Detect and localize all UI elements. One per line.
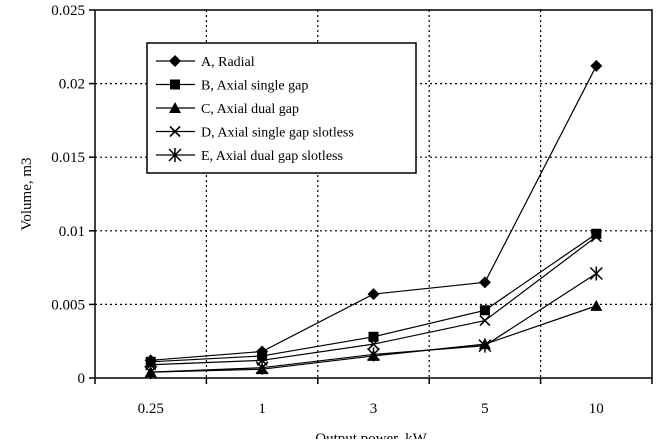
data-point-x <box>367 338 380 350</box>
data-point-asterisk <box>589 266 603 281</box>
x-tick-label: 5 <box>481 401 489 417</box>
data-point-square <box>479 305 490 316</box>
legend-marker-diamond <box>169 55 181 67</box>
data-point-asterisk <box>255 360 269 375</box>
legend-label: A, Radial <box>201 55 255 70</box>
y-tick-label: 0 <box>78 371 86 387</box>
legend-marker-x <box>169 125 181 138</box>
data-point-square <box>591 228 602 239</box>
data-point-x <box>590 231 602 243</box>
data-point-asterisk <box>366 347 381 362</box>
legend-marker-triangle <box>169 102 181 113</box>
data-point-diamond <box>367 288 380 301</box>
axis-layer: 0 0.005 0.01 0.015 0.02 0.025 0.25 1 3 5 10 <box>51 3 653 417</box>
data-point-square <box>257 350 268 361</box>
series-5 <box>144 266 603 380</box>
legend-marker-square <box>170 79 180 90</box>
y-axis-title: Volume, m3 <box>19 157 35 230</box>
data-point-asterisk <box>144 365 158 380</box>
legend-label: D, Axial single gap slotless <box>201 126 354 141</box>
y-tick-label: 0.015 <box>51 150 85 166</box>
legend: A, Radial B, Axial single gap C, Axial dua… <box>146 42 417 174</box>
legend-label: C, Axial dual gap <box>201 102 299 117</box>
series-layer <box>144 59 603 380</box>
data-point-square <box>145 356 156 367</box>
data-point-diamond <box>478 276 491 289</box>
data-point-triangle <box>590 299 603 311</box>
data-point-square <box>368 331 379 342</box>
y-tick-label: 0.02 <box>59 77 85 93</box>
series-2 <box>145 228 602 367</box>
data-point-x <box>479 315 491 327</box>
x-axis-title: Output power, kW <box>315 431 427 439</box>
x-tick-label: 3 <box>370 401 378 417</box>
plot-frame <box>94 9 653 379</box>
x-tick-label: 10 <box>589 401 604 417</box>
legend-marker-asterisk <box>168 148 182 162</box>
y-tick-label: 0.005 <box>51 297 85 313</box>
legend-label: B, Axial single gap <box>201 79 308 94</box>
legend-label: E, Axial dual gap slotless <box>201 149 343 164</box>
data-point-diamond <box>590 59 603 72</box>
y-tick-label: 0.01 <box>59 224 85 240</box>
data-point-asterisk <box>478 338 492 353</box>
x-tick-label: 0.25 <box>138 401 164 417</box>
x-tick-label: 1 <box>258 401 266 417</box>
y-tick-label: 0.025 <box>51 3 85 19</box>
